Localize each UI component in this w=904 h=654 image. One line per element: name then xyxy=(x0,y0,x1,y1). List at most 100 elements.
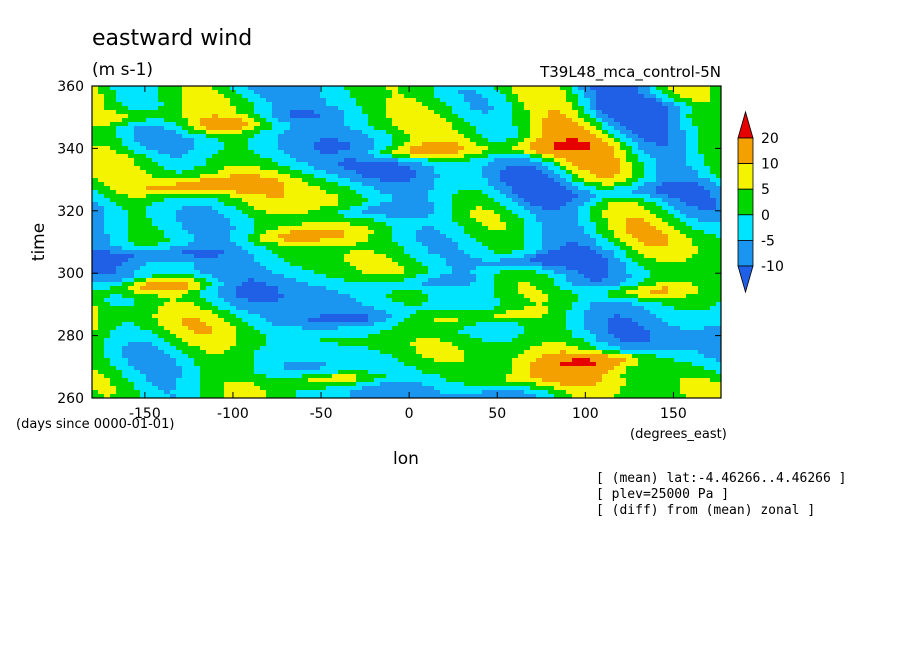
field-cell xyxy=(308,154,315,159)
field-cell xyxy=(380,94,387,99)
field-cell xyxy=(338,270,345,275)
field-cell xyxy=(668,170,675,175)
field-cell xyxy=(416,226,423,231)
field-cell xyxy=(116,134,123,139)
field-cell xyxy=(116,138,123,143)
field-cell xyxy=(584,134,591,139)
field-cell xyxy=(422,230,429,235)
field-cell xyxy=(692,162,699,167)
field-cell xyxy=(620,182,627,187)
field-cell xyxy=(182,130,189,135)
field-cell xyxy=(572,138,579,143)
field-cell xyxy=(506,166,513,171)
field-cell xyxy=(218,178,225,183)
field-cell xyxy=(674,226,681,231)
field-cell xyxy=(512,170,519,175)
field-cell xyxy=(386,138,393,143)
field-cell xyxy=(548,258,555,263)
field-cell xyxy=(524,174,531,179)
field-cell xyxy=(632,106,639,111)
field-cell xyxy=(404,226,411,231)
field-cell xyxy=(164,166,171,171)
field-cell xyxy=(554,142,561,147)
field-cell xyxy=(446,138,453,143)
field-cell xyxy=(590,226,597,231)
field-cell xyxy=(686,102,693,107)
field-cell xyxy=(566,162,573,167)
field-cell xyxy=(224,258,231,263)
field-cell xyxy=(254,202,261,207)
field-cell xyxy=(398,270,405,275)
field-cell xyxy=(494,182,501,187)
field-cell xyxy=(164,242,171,247)
field-cell xyxy=(170,94,177,99)
field-cell xyxy=(236,130,243,135)
field-cell xyxy=(530,146,537,151)
field-cell xyxy=(248,214,255,219)
field-cell xyxy=(122,218,129,223)
field-cell xyxy=(236,246,243,251)
field-cell xyxy=(398,210,405,215)
field-cell xyxy=(374,206,381,211)
field-cell xyxy=(662,194,669,199)
field-cell xyxy=(554,102,561,107)
field-cell xyxy=(452,234,459,239)
field-cell xyxy=(254,274,261,279)
field-cell xyxy=(626,178,633,183)
field-cell xyxy=(428,258,435,263)
field-cell xyxy=(602,174,609,179)
field-cell xyxy=(236,122,243,127)
field-cell xyxy=(392,170,399,175)
field-cell xyxy=(350,134,357,139)
field-cell xyxy=(428,238,435,243)
field-cell xyxy=(236,118,243,123)
field-cell xyxy=(506,218,513,223)
field-cell xyxy=(650,130,657,135)
field-cell xyxy=(386,258,393,263)
field-cell xyxy=(626,266,633,271)
field-cell xyxy=(266,154,273,159)
field-cell xyxy=(566,230,573,235)
field-cell xyxy=(626,238,633,243)
field-cell xyxy=(224,142,231,147)
field-cell xyxy=(482,94,489,99)
field-cell xyxy=(398,118,405,123)
field-cell xyxy=(290,270,297,275)
field-cell xyxy=(314,154,321,159)
field-cell xyxy=(380,230,387,235)
field-cell xyxy=(260,178,267,183)
field-cell xyxy=(536,190,543,195)
field-cell xyxy=(536,134,543,139)
field-cell xyxy=(686,238,693,243)
field-cell xyxy=(674,130,681,135)
field-cell xyxy=(302,198,309,203)
field-cell xyxy=(512,238,519,243)
field-cell xyxy=(632,206,639,211)
field-cell xyxy=(158,242,165,247)
field-cell xyxy=(122,138,129,143)
field-cell xyxy=(164,246,171,251)
field-cell xyxy=(530,194,537,199)
field-cell xyxy=(356,258,363,263)
field-cell xyxy=(272,170,279,175)
field-cell xyxy=(170,130,177,135)
field-cell xyxy=(656,250,663,255)
field-cell xyxy=(602,166,609,171)
field-cell xyxy=(110,250,117,255)
field-cell xyxy=(200,230,207,235)
field-cell xyxy=(560,210,567,215)
field-cell xyxy=(278,158,285,163)
field-cell xyxy=(710,158,717,163)
field-cell xyxy=(134,226,141,231)
field-cell xyxy=(692,226,699,231)
field-cell xyxy=(350,270,357,275)
field-cell xyxy=(344,138,351,143)
field-cell xyxy=(464,190,471,195)
field-cell xyxy=(590,158,597,163)
field-cell xyxy=(284,118,291,123)
field-cell xyxy=(362,86,369,91)
field-cell xyxy=(536,234,543,239)
field-cell xyxy=(98,146,105,151)
field-cell xyxy=(290,234,297,239)
field-cell xyxy=(212,142,219,147)
